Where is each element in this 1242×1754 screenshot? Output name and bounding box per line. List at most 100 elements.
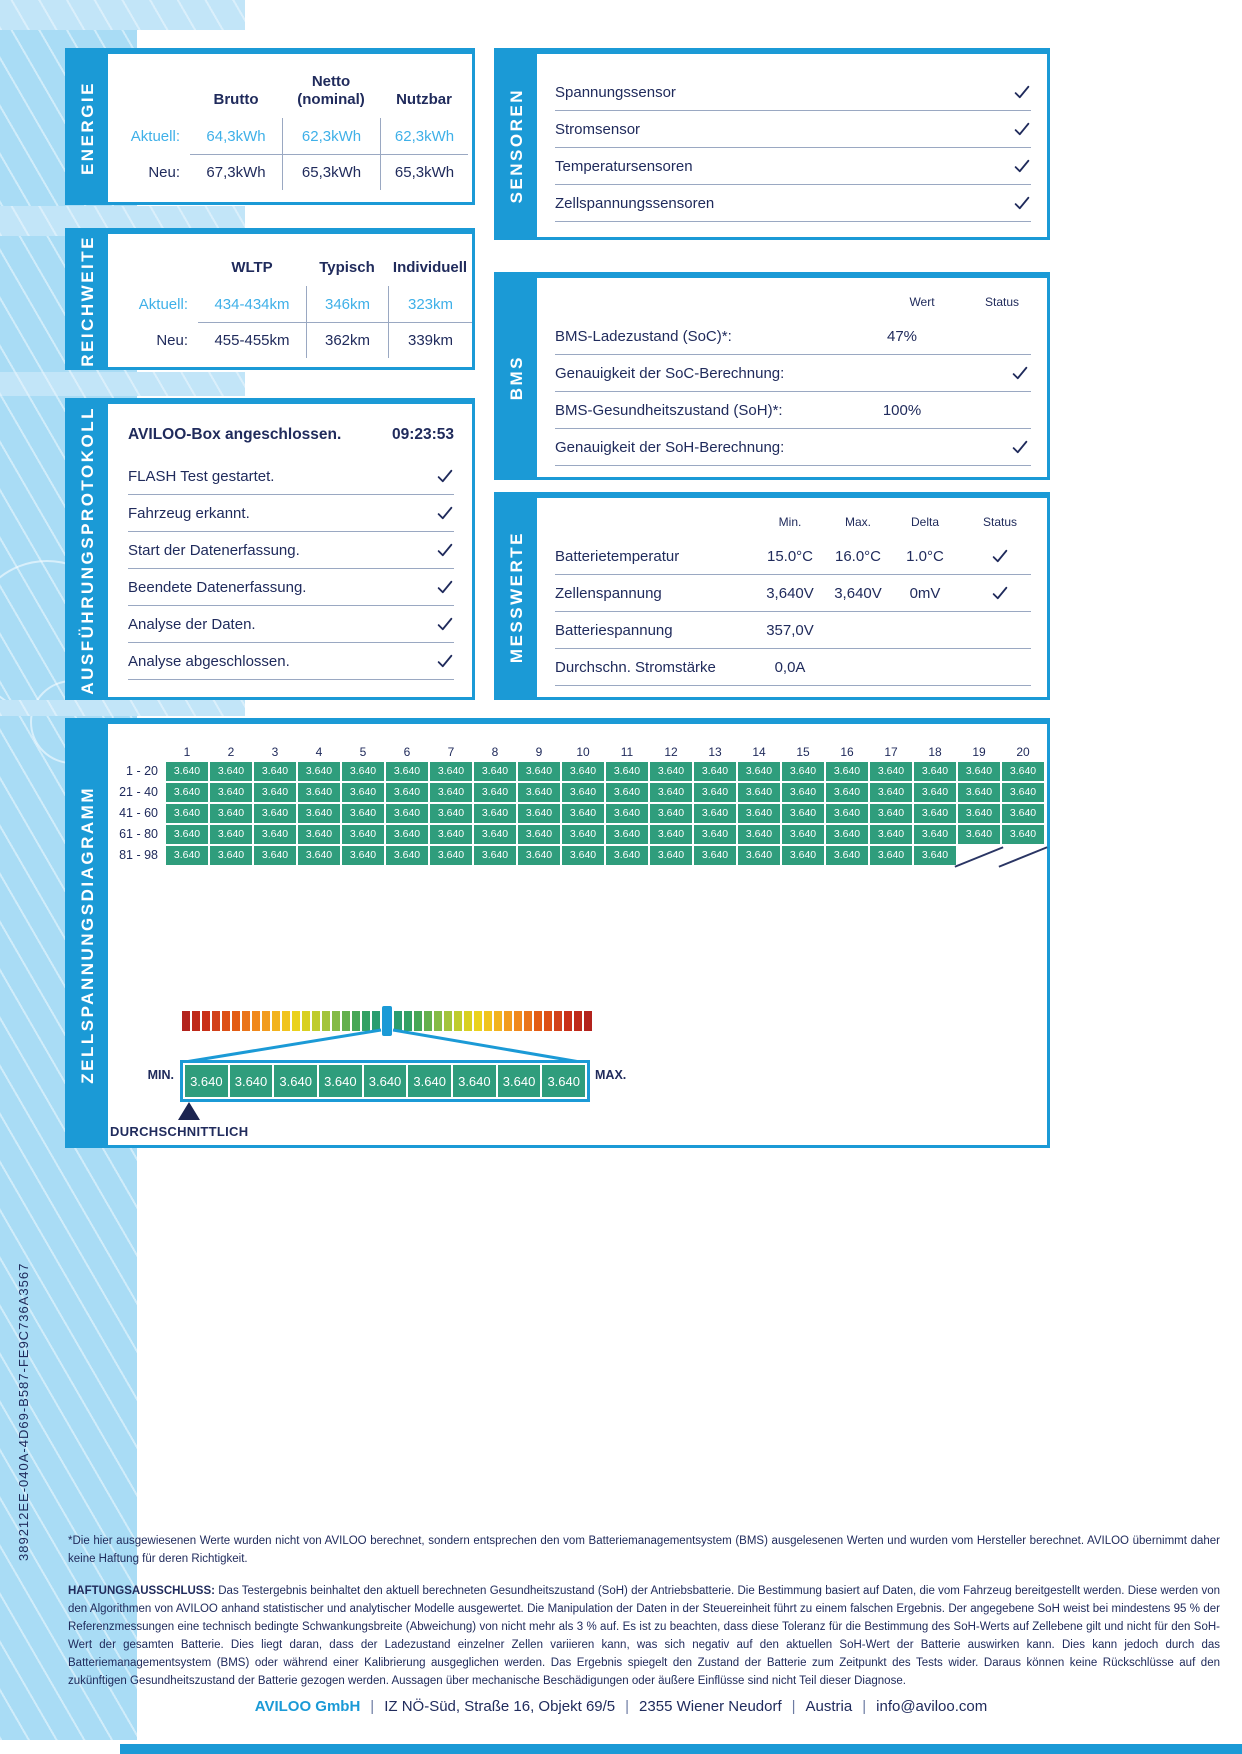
separator: | (625, 1698, 630, 1715)
gradient-square (534, 1011, 542, 1031)
cell-voltage-value: 3.640 (254, 846, 296, 865)
gradient-square (292, 1011, 300, 1031)
cell-voltage-value: 3.640 (650, 762, 692, 781)
gradient-square (182, 1011, 190, 1031)
contact-line: AVILOO GmbH | IZ NÖ-Süd, Straße 16, Objekt… (0, 1698, 1242, 1715)
cell-voltage-value: 3.640 (298, 762, 340, 781)
table-value: 65,3kWh (282, 154, 380, 190)
decor-tab (0, 372, 245, 396)
grid-row-label: 41 - 60 (119, 806, 158, 820)
zoomed-cell-value: 3.640 (363, 1065, 407, 1097)
cell-voltage-value: 3.640 (254, 825, 296, 844)
cell-voltage-value: 3.640 (254, 783, 296, 802)
section-title-reichweite: REICHWEITE (78, 234, 97, 367)
section-reichweite: REICHWEITE WLTP Typisch Individuell Aktuell… (65, 228, 475, 370)
table-row: Durchschn. Stromstärke 0,0A (555, 649, 1031, 686)
section-protokoll: AUSFÜHRUNGSPROTOKOLL AVILOO-Box angeschl… (65, 398, 475, 700)
zoomed-cell-value: 3.640 (408, 1065, 452, 1097)
cell-voltage-value: 3.640 (826, 762, 868, 781)
gradient-square (342, 1011, 350, 1031)
bottom-accent-bar (120, 1744, 1242, 1754)
gradient-square (584, 1011, 592, 1031)
gradient-square (474, 1011, 482, 1031)
table-row: Batterietemperatur 15.0°C 16.0°C 1.0°C (555, 538, 1031, 575)
cell-voltage-value: 3.640 (650, 825, 692, 844)
check-icon (1011, 438, 1029, 456)
cell-voltage-value: 3.640 (738, 825, 780, 844)
bms-wert: 47% (886, 327, 918, 345)
cell-voltage-value: 3.640 (562, 804, 604, 823)
cell-voltage-value: 3.640 (386, 846, 428, 865)
cell-voltage-value: 3.640 (210, 825, 252, 844)
cell-voltage-value: 3.640 (826, 846, 868, 865)
messwerte-col-delta: Delta (910, 515, 939, 529)
zoom-trapezoid-lines (184, 1028, 581, 1064)
cell-voltage-value: 3.640 (826, 804, 868, 823)
list-item: Spannungssensor (555, 74, 1031, 111)
grid-column-number: 3 (271, 745, 279, 759)
contact-item: IZ NÖ-Süd, Straße 16, Objekt 69/5 (384, 1698, 616, 1715)
cell-voltage-value: 3.640 (650, 804, 692, 823)
row-label: Aktuell: (138, 295, 188, 313)
check-icon (436, 541, 454, 559)
table-value: 62,3kWh (282, 118, 380, 154)
section-bms: BMS Wert Status BMS-Ladezustand (SoC)*: 4… (494, 272, 1050, 480)
table-value: 323km (388, 286, 472, 322)
gradient-square (494, 1011, 502, 1031)
cell-voltage-value: 3.640 (298, 846, 340, 865)
protokoll-step: Beendete Datenerfassung. (128, 578, 307, 596)
zoomed-cell-value: 3.640 (319, 1065, 362, 1097)
table-row: BMS-Gesundheitszustand (SoH)*: 100% (555, 392, 1031, 429)
protokoll-time: 09:23:53 (391, 426, 454, 443)
cell-voltage-value: 3.640 (430, 762, 472, 781)
gradient-square (282, 1011, 290, 1031)
gradient-square (232, 1011, 240, 1031)
cell-voltage-value: 3.640 (298, 804, 340, 823)
section-sensoren: SENSOREN Spannungssensor Stromsensor Tempe… (494, 48, 1050, 240)
list-item: Stromsensor (555, 111, 1031, 148)
sensoren-label-bar: SENSOREN (497, 54, 537, 237)
grid-column-number: 13 (708, 745, 722, 759)
cell-voltage-value: 3.640 (958, 825, 1000, 844)
grid-column-number: 19 (972, 745, 986, 759)
grid-column-number: 11 (620, 745, 634, 759)
contact-email[interactable]: info@aviloo.com (876, 1698, 988, 1715)
table-corner (110, 66, 190, 118)
gradient-square (484, 1011, 492, 1031)
gradient-square (332, 1011, 340, 1031)
table-corner (110, 246, 198, 286)
column-header: Typisch (319, 259, 375, 277)
table-value: 434-434km (214, 295, 290, 313)
gradient-square (464, 1011, 472, 1031)
gradient-square (262, 1011, 270, 1031)
gradient-square (454, 1011, 462, 1031)
gradient-marker (382, 1006, 392, 1036)
cell-voltage-value: 3.640 (914, 783, 956, 802)
grid-column-number: 15 (796, 745, 810, 759)
column-header: Netto (nominal) (297, 72, 365, 109)
protokoll-list: FLASH Test gestartet. Fahrzeug erkannt. St… (128, 458, 454, 680)
cell-voltage-value: 3.640 (782, 762, 824, 781)
section-messwerte: Min. Max. Delta Status Batterietemperatu… (494, 492, 1050, 700)
list-item: FLASH Test gestartet. (128, 458, 454, 495)
cell-voltage-value: 3.640 (694, 825, 736, 844)
cell-voltage-value: 3.640 (958, 804, 1000, 823)
cell-voltage-value: 3.640 (870, 846, 912, 865)
protokoll-step: Analyse abgeschlossen. (128, 652, 290, 670)
separator: | (370, 1698, 375, 1715)
cell-voltage-value: 3.640 (738, 846, 780, 865)
sensor-name: Temperatursensoren (555, 157, 693, 175)
cell-voltage-value: 3.640 (166, 846, 208, 865)
grid-column-number: 16 (840, 745, 854, 759)
protokoll-title-row: AVILOO-Box angeschlossen. 09:23:53 (128, 418, 454, 452)
separator: | (791, 1698, 796, 1715)
grid-column-number: 5 (359, 745, 367, 759)
cell-voltage-value: 3.640 (518, 825, 560, 844)
grid-column-number: 4 (315, 745, 323, 759)
table-row: Batteriespannung 357,0V (555, 612, 1031, 649)
check-icon (991, 584, 1009, 602)
check-icon (436, 467, 454, 485)
list-item: Beendete Datenerfassung. (128, 569, 454, 606)
table-row: Genauigkeit der SoC-Berechnung: (555, 355, 1031, 392)
cell-voltage-value: 3.640 (694, 783, 736, 802)
